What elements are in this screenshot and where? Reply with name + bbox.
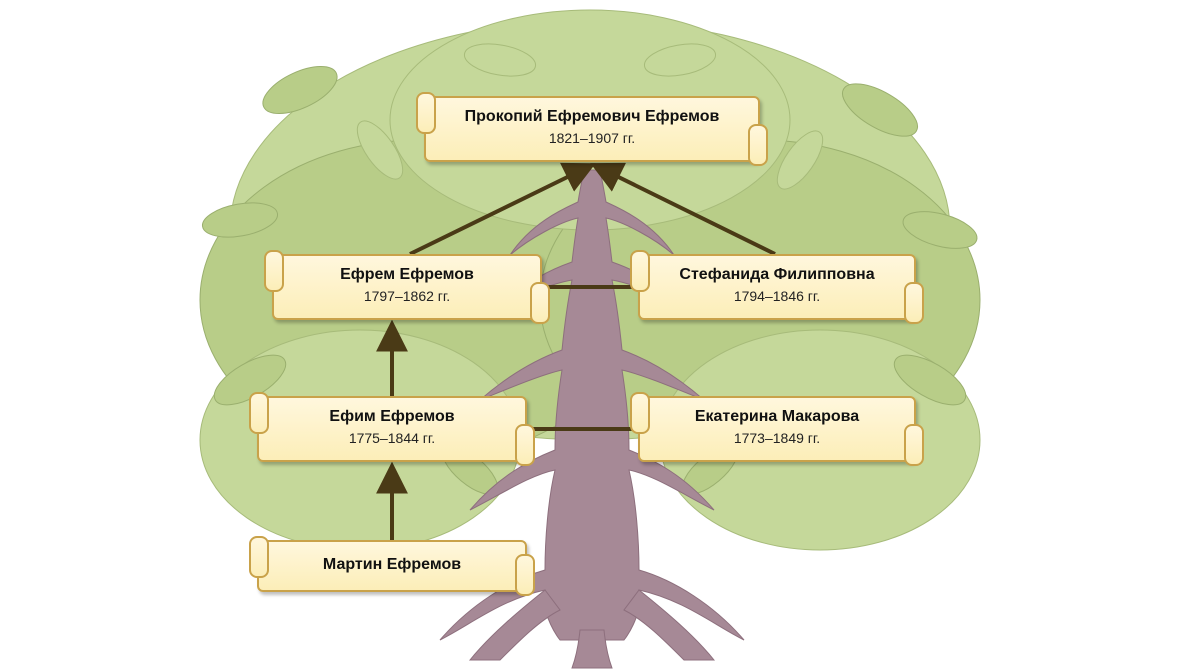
person-dates: 1821–1907 гг.	[434, 130, 750, 146]
person-card-martin: Мартин Ефремов	[257, 540, 527, 592]
person-dates: 1794–1846 гг.	[648, 288, 906, 304]
person-dates: 1797–1862 гг.	[282, 288, 532, 304]
person-name: Стефанида Филипповна	[648, 266, 906, 284]
family-tree-diagram: Прокопий Ефремович Ефремов 1821–1907 гг.…	[0, 0, 1188, 669]
person-name: Ефрем Ефремов	[282, 266, 532, 284]
person-card-prokopiy: Прокопий Ефремович Ефремов 1821–1907 гг.	[424, 96, 760, 162]
person-name: Прокопий Ефремович Ефремов	[434, 108, 750, 126]
person-name: Екатерина Макарова	[648, 408, 906, 426]
person-name: Мартин Ефремов	[267, 556, 517, 574]
person-name: Ефим Ефремов	[267, 408, 517, 426]
person-card-stefanida: Стефанида Филипповна 1794–1846 гг.	[638, 254, 916, 320]
person-dates: 1773–1849 гг.	[648, 430, 906, 446]
person-card-ekaterina: Екатерина Макарова 1773–1849 гг.	[638, 396, 916, 462]
person-dates: 1775–1844 гг.	[267, 430, 517, 446]
person-card-efim: Ефим Ефремов 1775–1844 гг.	[257, 396, 527, 462]
person-card-efrem: Ефрем Ефремов 1797–1862 гг.	[272, 254, 542, 320]
